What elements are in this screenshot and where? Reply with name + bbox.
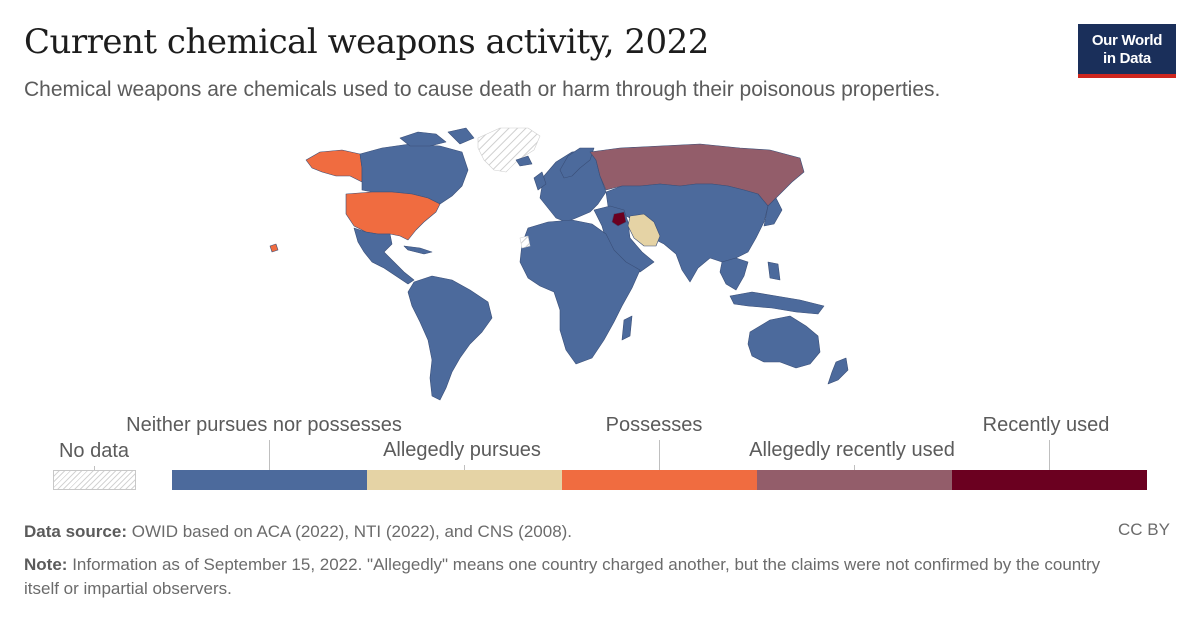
region-uk[interactable] <box>515 155 547 191</box>
region-australia[interactable] <box>747 315 821 369</box>
owid-logo[interactable]: Our World in Data <box>1078 24 1176 78</box>
legend-swatch-allegedly-pursues[interactable] <box>367 470 562 490</box>
legend-label-neither: Neither pursues nor possesses <box>126 414 402 436</box>
data-source: Data source: OWID based on ACA (2022), N… <box>24 522 573 541</box>
region-africa[interactable] <box>519 219 641 365</box>
region-southeast-asia[interactable] <box>719 257 749 291</box>
legend-tick <box>94 466 95 470</box>
legend-swatch-recently-used[interactable] <box>952 470 1147 490</box>
legend-label-recently-used: Recently used <box>982 414 1110 436</box>
legend-tick <box>1049 440 1050 470</box>
legend-tick <box>854 465 855 470</box>
region-japan[interactable] <box>763 197 783 227</box>
legend-swatch-allegedly-recently-used[interactable] <box>757 470 952 490</box>
legend-label-possesses: Possesses <box>605 414 703 436</box>
legend-tick <box>464 465 465 470</box>
region-greenland[interactable] <box>477 127 541 173</box>
region-scandinavia[interactable] <box>559 147 595 179</box>
region-caribbean[interactable] <box>403 245 433 255</box>
legend-tick <box>659 440 660 470</box>
chart-note: Note: Information as of September 15, 20… <box>24 555 1101 598</box>
region-united-states[interactable] <box>345 191 441 241</box>
region-western-sahara[interactable] <box>519 235 531 249</box>
legend-swatch-possesses[interactable] <box>562 470 757 490</box>
legend-swatch-neither[interactable] <box>172 470 367 490</box>
region-new-zealand[interactable] <box>827 357 849 385</box>
region-alaska[interactable] <box>305 149 363 183</box>
legend-label-allegedly-recently-used: Allegedly recently used <box>749 439 955 461</box>
legend-no-data-label: No data <box>58 440 130 462</box>
legend-tick <box>269 440 270 470</box>
legend-label-allegedly-pursues: Allegedly pursues <box>383 439 541 461</box>
region-madagascar[interactable] <box>621 315 633 341</box>
chart-title: Current chemical weapons activity, 2022 <box>24 22 709 62</box>
region-south-america[interactable] <box>407 275 493 401</box>
region-indonesia[interactable] <box>729 261 825 315</box>
chart-subtitle: Chemical weapons are chemicals used to c… <box>24 78 941 101</box>
region-syria[interactable] <box>611 211 627 227</box>
legend-no-data-swatch[interactable] <box>53 470 136 490</box>
region-arctic-islands[interactable] <box>399 127 475 147</box>
region-hawaii[interactable] <box>269 243 279 253</box>
region-iran[interactable] <box>627 213 661 247</box>
region-mexico-central-america[interactable] <box>353 227 415 285</box>
license-label[interactable]: CC BY <box>1118 520 1170 539</box>
